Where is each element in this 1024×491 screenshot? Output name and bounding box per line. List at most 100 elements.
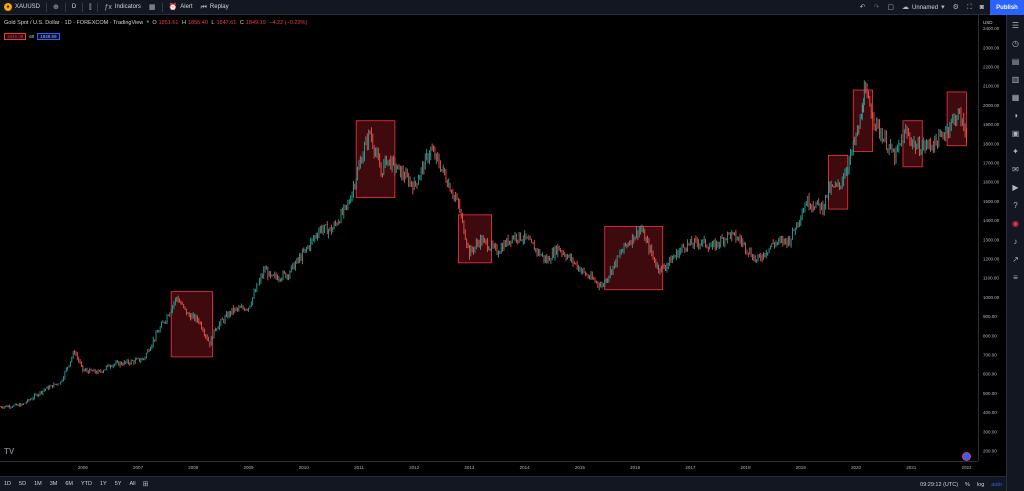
toolbar-right-tools: ↶ ↷ ▢ ☁ Unnamed ▾ ⚙ ⛶ ◙	[856, 0, 988, 15]
gold-symbol-icon: ●	[4, 3, 12, 11]
range-button-3m[interactable]: 3M	[49, 481, 58, 487]
time-tick-label: 2012	[409, 465, 420, 470]
indicators-button[interactable]: ƒx Indicators	[100, 0, 144, 15]
tradingview-logo-icon[interactable]: TV	[4, 447, 15, 456]
plus-circle-icon: ⊕	[53, 3, 59, 11]
symbol-search[interactable]: ● XAUUSD	[0, 0, 44, 15]
high-label: H	[182, 19, 186, 26]
time-tick-label: 2015	[574, 465, 585, 470]
compare-button[interactable]: ⊕	[49, 0, 63, 15]
range-button-1y[interactable]: 1Y	[99, 481, 107, 487]
low-label: L	[211, 19, 215, 26]
streams-icon[interactable]: ▶	[1012, 183, 1019, 192]
price-tick-label: 1000.00	[983, 295, 1000, 300]
price-tick-label: 2000.00	[983, 103, 1000, 108]
range-button-6m[interactable]: 6M	[65, 481, 73, 487]
bottom-right-controls: 09:29:12 (UTC) % log auto	[920, 477, 1002, 491]
replay-button[interactable]: ⏮ Replay	[197, 0, 233, 15]
range-button-5y[interactable]: 5Y	[114, 481, 122, 487]
range-button-5d[interactable]: 5D	[19, 481, 27, 487]
snapshot-button[interactable]: ◙	[976, 0, 988, 15]
top-toolbar: ● XAUUSD ⊕ D ⫿ ƒx Indicators ▦ ⏰ Alert ⏮…	[0, 0, 1024, 15]
ideas-icon[interactable]: ◑	[1013, 111, 1018, 120]
time-tick-label: 2006	[77, 465, 88, 470]
publish-button[interactable]: Publish	[990, 0, 1024, 15]
interval-button[interactable]: D	[68, 0, 80, 15]
log-toggle[interactable]: log	[976, 481, 985, 488]
time-tick-label: 2019	[795, 465, 806, 470]
news-icon[interactable]: ▣	[1011, 129, 1020, 138]
highlight-box	[355, 120, 396, 198]
layers-icon[interactable]: ≡	[1013, 273, 1018, 282]
goto-date-icon[interactable]: ⊞	[142, 480, 149, 488]
chart-canvas[interactable]	[0, 15, 978, 461]
lightbulb-icon[interactable]: ✦	[1012, 147, 1019, 156]
price-chart[interactable]	[0, 15, 978, 461]
divider	[46, 2, 48, 12]
settings-button[interactable]: ⚙	[949, 0, 963, 15]
hotlists-icon[interactable]: ▥	[1011, 75, 1020, 84]
price-tick-label: 200.00	[983, 449, 997, 454]
range-button-1d[interactable]: 1D	[4, 481, 12, 487]
undo-button[interactable]: ↶	[856, 0, 870, 15]
symbol-label: XAUUSD	[15, 4, 41, 10]
time-tick-label: 2021	[906, 465, 917, 470]
time-tick-label: 2009	[243, 465, 254, 470]
redo-icon: ↷	[873, 4, 880, 11]
alert-button[interactable]: ⏰ Alert	[165, 0, 197, 15]
templates-button[interactable]: ▦	[145, 0, 160, 15]
price-tick-label: 1600.00	[983, 180, 1000, 185]
broadcast-icon[interactable]: ◉	[1012, 219, 1019, 228]
trend-icon[interactable]: ↗	[1012, 255, 1019, 264]
fullscreen-button[interactable]: ⛶	[963, 0, 976, 15]
divider	[161, 2, 163, 12]
price-tick-label: 500.00	[983, 391, 997, 396]
interval-label: D	[71, 4, 77, 10]
legend-title: Gold Spot / U.S. Dollar · 1D · FOREXCOM …	[4, 19, 144, 26]
alerts-clock-icon[interactable]: ◷	[1012, 39, 1019, 48]
highlight-box	[170, 291, 214, 358]
buy-price-button[interactable]: 1849.69	[37, 33, 60, 40]
percent-toggle[interactable]: %	[965, 481, 970, 488]
highlight-box	[852, 89, 873, 152]
divider	[97, 2, 99, 12]
time-tick-label: 2011	[354, 465, 364, 470]
price-tick-label: 1100.00	[983, 276, 999, 281]
grid-icon: ▦	[148, 3, 156, 11]
chevron-down-icon: ▾	[941, 4, 945, 11]
alert-label: Alert	[180, 4, 193, 10]
notifications-icon[interactable]: ♪	[1013, 237, 1018, 246]
price-tick-label: 2100.00	[983, 84, 1000, 89]
time-tick-label: 2018	[740, 465, 751, 470]
price-tick-label: 2200.00	[983, 65, 1000, 70]
gear-icon: ⚙	[952, 4, 959, 11]
watchlist-icon[interactable]: ☰	[1011, 21, 1020, 30]
price-tick-label: 900.00	[983, 314, 997, 319]
close-label: C	[239, 19, 244, 26]
auto-toggle[interactable]: auto	[991, 481, 1002, 488]
sell-price-button[interactable]: 1849.09	[4, 33, 27, 40]
range-button-ytd[interactable]: YTD	[80, 481, 92, 487]
data-window-icon[interactable]: ▤	[1011, 57, 1020, 66]
clock-label[interactable]: 09:29:12 (UTC)	[920, 481, 959, 488]
camera-icon: ◙	[979, 4, 984, 11]
calendar-icon[interactable]: ▦	[1011, 93, 1020, 102]
help-icon[interactable]: ?	[1013, 201, 1018, 210]
layout-select-button[interactable]: ▢	[883, 0, 898, 15]
indicators-icon: ƒx	[104, 3, 112, 11]
range-button-all[interactable]: All	[129, 481, 136, 487]
time-tick-label: 2017	[685, 465, 696, 470]
price-tick-label: 1700.00	[983, 161, 1000, 166]
time-tick-label: 2022	[961, 465, 972, 470]
range-button-1m[interactable]: 1M	[34, 481, 42, 487]
low-value: 1847.61	[216, 19, 237, 26]
layout-name-button[interactable]: ☁ Unnamed ▾	[898, 0, 949, 15]
candles-icon: ⫿	[89, 3, 92, 11]
price-axis[interactable]: 2400.00 2300.00 2200.00 2100.00 2000.00 1900.…	[978, 15, 1006, 461]
time-tick-label: 2010	[298, 465, 309, 470]
time-axis[interactable]: 2006 2007 2008 2009 2010 2011 2012 2013 2014 2015…	[0, 461, 978, 473]
chart-type-button[interactable]: ⫿	[85, 0, 95, 15]
redo-button[interactable]: ↷	[870, 0, 884, 15]
chat-icon[interactable]: ✉	[1012, 165, 1019, 174]
price-tick-label: 2400.00	[983, 26, 1000, 31]
